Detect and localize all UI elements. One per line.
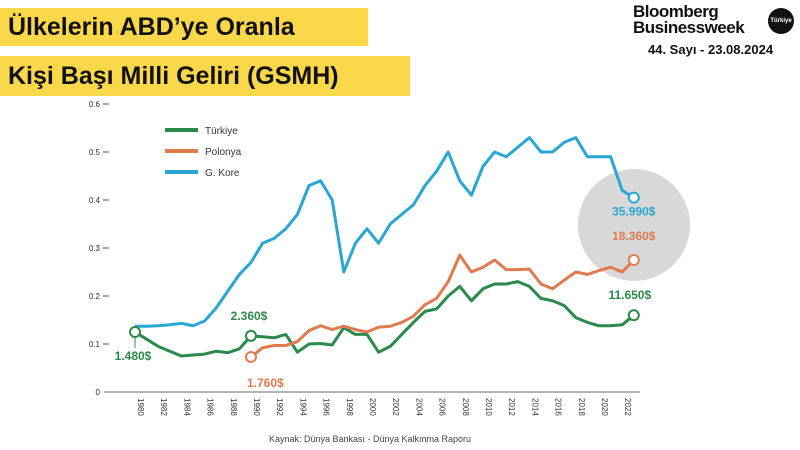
annotation-marker xyxy=(129,326,141,338)
y-tick-label: 0.1 xyxy=(89,340,101,349)
brand-line-2: Businessweek xyxy=(633,18,745,37)
title-line-1: Ülkelerin ABD’ye Oranla xyxy=(0,8,368,46)
y-tick-label: 0.2 xyxy=(89,292,101,301)
annotation-label: 1.760$ xyxy=(247,376,284,390)
x-tick-label: 1996 xyxy=(322,398,331,416)
y-tick-label: 0.4 xyxy=(89,196,101,205)
x-tick-label: 2004 xyxy=(414,398,423,416)
x-tick-label: 2022 xyxy=(623,398,632,416)
brand-logo: Bloomberg Businessweek xyxy=(633,2,745,37)
x-tick-label: 1984 xyxy=(182,398,191,416)
legend-label: Polonya xyxy=(205,147,242,158)
annotation-marker xyxy=(627,254,640,266)
watermark-badge xyxy=(578,169,690,281)
title-line-2: Kişi Başı Milli Geliri (GSMH) xyxy=(0,56,410,96)
annotation-marker xyxy=(245,350,257,363)
y-tick-label: 0.5 xyxy=(89,148,101,157)
annotation-marker xyxy=(627,309,640,322)
brand-badge: Türkiye xyxy=(768,8,794,34)
x-tick-label: 2012 xyxy=(507,398,516,416)
annotation-label: 1.480$ xyxy=(115,349,152,363)
legend-label: Türkiye xyxy=(205,126,238,137)
x-tick-label: 1986 xyxy=(206,398,215,416)
source-note: Kaynak: Dünya Bankası - Dünya Kalkınma R… xyxy=(269,434,471,444)
x-tick-label: 2016 xyxy=(554,398,563,416)
x-tick-label: 2006 xyxy=(438,398,447,416)
y-tick-label: 0 xyxy=(96,388,101,397)
x-tick-label: 2000 xyxy=(368,398,377,416)
x-tick-label: 1980 xyxy=(136,398,145,416)
annotation-marker xyxy=(245,329,257,342)
x-tick-label: 1988 xyxy=(229,398,238,416)
x-tick-label: 2010 xyxy=(484,398,493,416)
brand-line-1: Bloomberg xyxy=(633,2,719,21)
watermark xyxy=(578,169,690,281)
x-tick-label: 1998 xyxy=(345,398,354,416)
series-line-Polonya xyxy=(250,253,635,359)
annotation-label: 18.360$ xyxy=(612,229,656,243)
series-line-Türkiye xyxy=(134,280,635,358)
x-tick-label: 2020 xyxy=(600,398,609,416)
x-tick-label: 1992 xyxy=(275,398,284,416)
series-line-G. Kore xyxy=(135,136,635,328)
annotation-label: 11.650$ xyxy=(608,288,651,302)
y-tick-label: 0.3 xyxy=(89,244,101,253)
x-tick-label: 2002 xyxy=(391,398,400,416)
issue-date: 44. Sayı - 23.08.2024 xyxy=(648,42,774,57)
x-tick-label: 1982 xyxy=(159,398,168,416)
x-tick-label: 2014 xyxy=(530,398,539,416)
x-tick-label: 1994 xyxy=(298,398,307,416)
y-tick-label: 0.6 xyxy=(89,100,101,109)
x-tick-label: 2008 xyxy=(461,398,470,416)
annotation-marker xyxy=(627,191,640,204)
x-tick-label: 2018 xyxy=(577,398,586,416)
legend-label: G. Kore xyxy=(205,168,240,179)
x-tick-label: 1990 xyxy=(252,398,261,416)
annotation-label: 35.990$ xyxy=(612,205,656,219)
annotation-label: 2.360$ xyxy=(231,309,268,323)
